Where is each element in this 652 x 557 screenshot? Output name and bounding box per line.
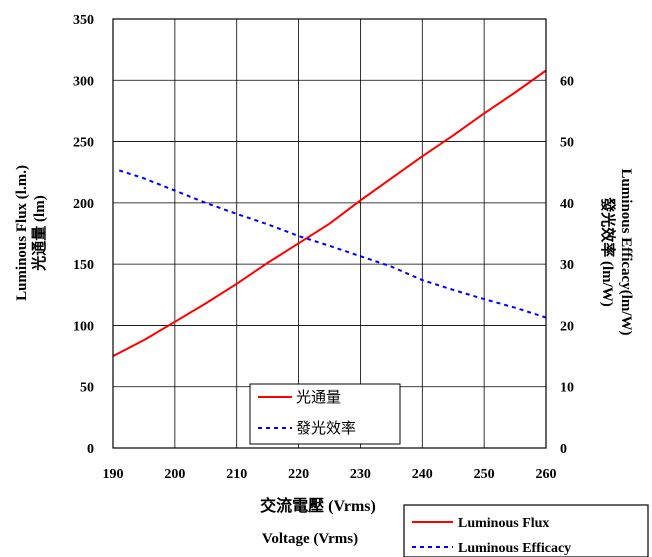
y-right-tick-label: 10: [560, 381, 574, 396]
x-tick-label: 210: [226, 467, 247, 482]
y-left-tick-label: 250: [73, 136, 94, 151]
y-right-tick-label: 40: [560, 197, 574, 212]
y-right-tick-labels: 0 10 20 30 40 50 60: [560, 74, 574, 457]
x-tick-label: 250: [474, 467, 495, 482]
y-left-tick-label: 300: [73, 74, 94, 89]
y-left-tick-labels: 0 50 100 150 200 250 300 350: [73, 13, 94, 457]
x-tick-label: 260: [536, 467, 557, 482]
x-tick-label: 230: [350, 467, 371, 482]
legend-en-flux-label: Luminous Flux: [458, 516, 549, 531]
y-left-tick-label: 0: [87, 442, 94, 457]
legend-inner: 光通量 發光效率: [249, 383, 401, 445]
y-left-tick-label: 200: [73, 197, 94, 212]
x-tick-labels: 190 200 210 220 230 240 250 260: [103, 467, 557, 482]
y-left-tick-label: 350: [73, 13, 94, 28]
y-right-tick-label: 30: [560, 258, 574, 273]
y-right-tick-label: 50: [560, 136, 574, 151]
y-right-title-2: 發光效率 (lm/W): [599, 196, 617, 307]
x-title-zh: 交流電壓 (Vrms): [260, 496, 376, 515]
series-line-0: [112, 69, 547, 357]
y-right-tick-label: 0: [560, 442, 567, 457]
x-tick-label: 220: [288, 467, 309, 482]
plot-frame: [112, 18, 547, 449]
y-left-tick-label: 100: [73, 319, 94, 334]
y-left-tick-label: 50: [80, 381, 94, 396]
x-title-en: Voltage (Vrms): [262, 531, 358, 547]
legend-en-efficacy-label: Luminous Efficacy: [458, 541, 571, 556]
y-right-tick-label: 60: [560, 74, 574, 89]
x-tick-label: 240: [412, 467, 433, 482]
legend-flux-label: 光通量: [296, 389, 341, 406]
y-left-title-2: 光通量 (lm): [30, 195, 48, 271]
y-right-title-1: Luminous Efficacy(lm/W): [618, 168, 634, 335]
legend-outer: Luminous Flux Luminous Efficacy: [403, 504, 649, 557]
x-tick-label: 200: [164, 467, 185, 482]
y-left-tick-label: 150: [73, 258, 94, 273]
x-tick-label: 190: [103, 467, 124, 482]
series-line-1: [118, 169, 547, 319]
series-layer: [112, 69, 547, 357]
y-right-tick-label: 20: [560, 319, 574, 334]
y-left-title-1: Luminous Flux (l.m.): [14, 165, 30, 301]
grid-lines: [112, 18, 547, 449]
legend-efficacy-label: 發光效率: [296, 420, 356, 437]
